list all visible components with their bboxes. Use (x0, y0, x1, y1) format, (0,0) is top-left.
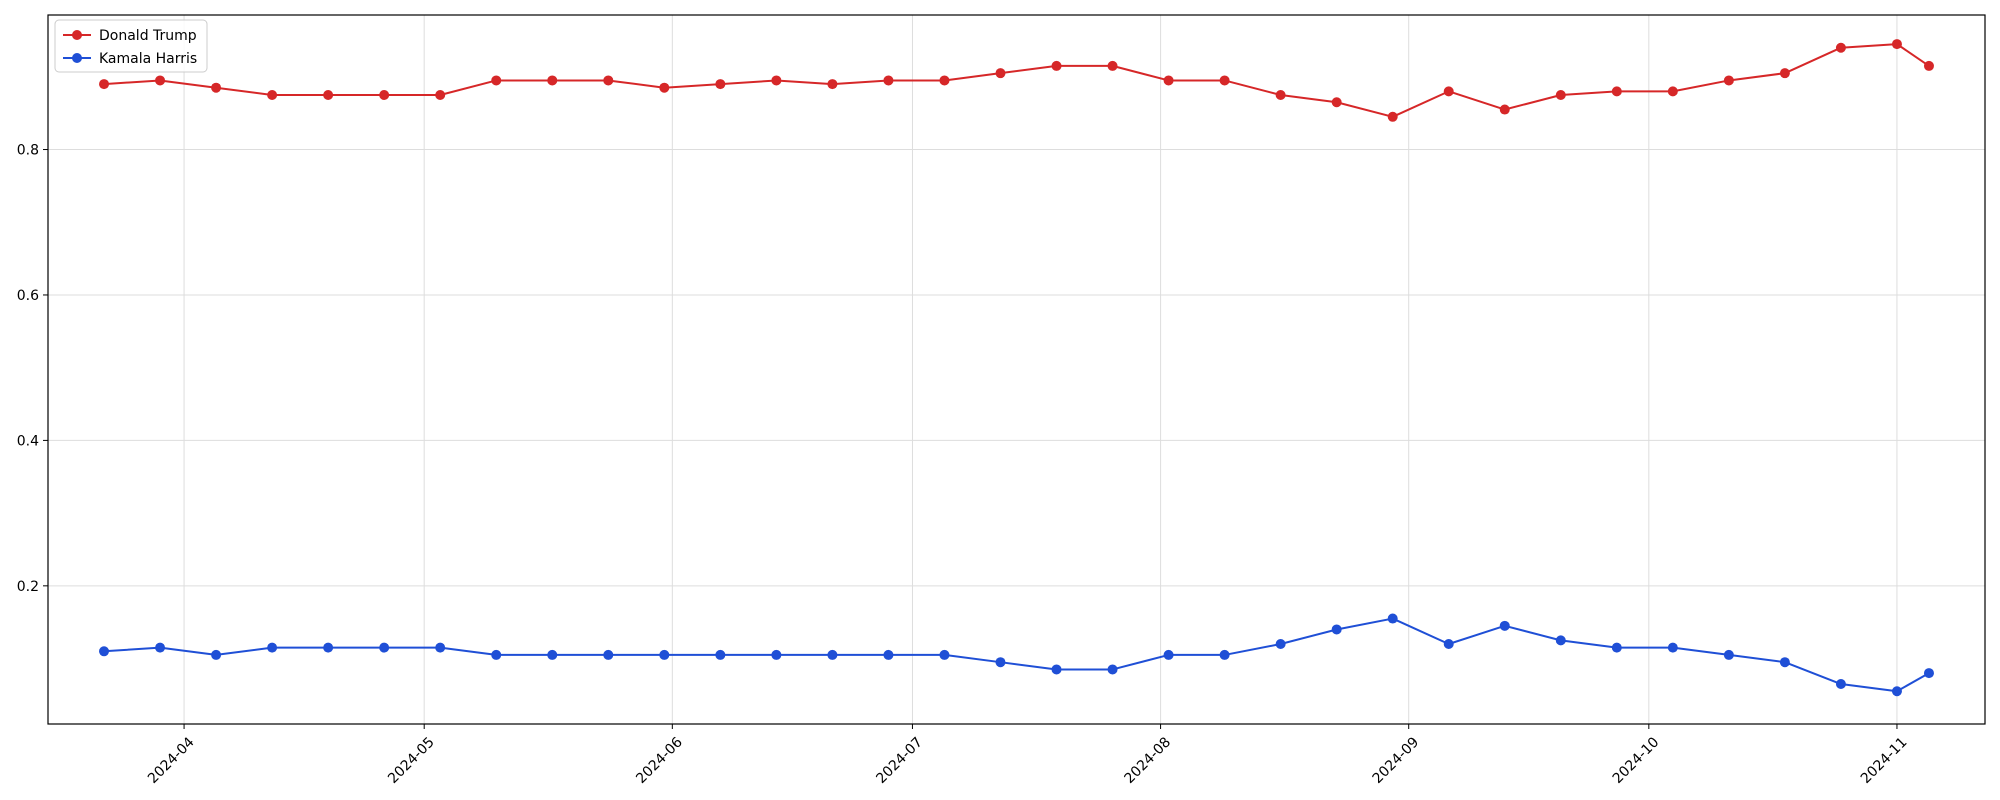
data-point (99, 79, 110, 90)
data-point (435, 642, 446, 653)
data-point (155, 75, 166, 86)
series-line (103, 617, 1930, 693)
legend-swatch-marker (72, 53, 82, 63)
series-kamala-harris (99, 613, 1934, 697)
data-point (1835, 679, 1846, 690)
x-tick-label: 2024-10 (1610, 734, 1663, 787)
data-point (771, 649, 782, 660)
y-tick-label: 0.4 (17, 433, 39, 449)
data-point (939, 649, 950, 660)
data-point (883, 75, 894, 86)
data-point (99, 646, 110, 657)
x-tick-label: 2024-06 (633, 734, 686, 787)
legend-entry: Donald Trump (63, 28, 197, 44)
series-layer (99, 39, 1934, 697)
data-point (379, 642, 390, 653)
data-point (883, 649, 894, 660)
data-point (267, 642, 278, 653)
data-point (1163, 649, 1174, 660)
data-point (1723, 649, 1734, 660)
data-point (771, 75, 782, 86)
data-point (379, 89, 390, 100)
data-point (1723, 75, 1734, 86)
data-point (1555, 89, 1566, 100)
plot-frame (47, 14, 1986, 725)
data-point (1891, 686, 1902, 697)
data-point (1779, 68, 1790, 79)
data-point (1387, 613, 1398, 624)
data-point (323, 642, 334, 653)
data-point (1051, 60, 1062, 71)
y-tick-label: 0.8 (17, 143, 39, 159)
legend-box (54, 19, 208, 73)
data-point (1107, 60, 1118, 71)
data-point (1667, 642, 1678, 653)
x-tick-label: 2024-09 (1370, 734, 1423, 787)
data-point (1331, 97, 1342, 108)
data-point (1923, 60, 1934, 71)
data-point (827, 79, 838, 90)
data-point (1611, 86, 1622, 97)
data-point (1667, 86, 1678, 97)
data-point (659, 82, 670, 93)
data-point (211, 82, 222, 93)
data-point (715, 649, 726, 660)
grid (48, 15, 1985, 724)
data-point (211, 649, 222, 660)
data-point (1219, 75, 1230, 86)
data-point (1275, 89, 1286, 100)
y-tick-label: 0.2 (17, 579, 39, 595)
axis-ticks: 2024-04 2024-05 2024-06 2024-07 2024-08 2024-… (17, 143, 1911, 787)
data-point (1891, 39, 1902, 50)
legend-label: Kamala Harris (99, 51, 197, 67)
data-point (1499, 104, 1510, 115)
legend-swatch-marker (72, 30, 82, 40)
x-tick-label: 2024-08 (1122, 734, 1175, 787)
data-point (659, 649, 670, 660)
data-point (995, 657, 1006, 668)
data-point (491, 75, 502, 86)
data-point (491, 649, 502, 660)
legend-entry: Kamala Harris (63, 51, 197, 67)
data-point (939, 75, 950, 86)
data-point (1443, 86, 1454, 97)
data-point (267, 89, 278, 100)
data-point (435, 89, 446, 100)
data-point (1611, 642, 1622, 653)
data-point (1219, 649, 1230, 660)
legend-label: Donald Trump (99, 28, 197, 44)
data-point (1779, 657, 1790, 668)
x-tick-label: 2024-04 (145, 734, 198, 787)
x-tick-label: 2024-11 (1858, 734, 1911, 787)
data-point (603, 649, 614, 660)
y-tick-label: 0.6 (17, 288, 39, 304)
data-point (547, 75, 558, 86)
x-tick-label: 2024-05 (385, 734, 438, 787)
x-tick-label: 2024-07 (873, 734, 926, 787)
data-point (995, 68, 1006, 79)
data-point (323, 89, 334, 100)
data-point (1275, 639, 1286, 650)
data-point (827, 649, 838, 660)
data-point (1923, 668, 1934, 679)
data-point (547, 649, 558, 660)
data-point (1443, 639, 1454, 650)
series-donald-trump (99, 39, 1934, 122)
data-point (1835, 42, 1846, 53)
data-point (1555, 635, 1566, 646)
data-point (1387, 111, 1398, 122)
series-line (103, 43, 1930, 118)
data-point (1163, 75, 1174, 86)
data-point (1499, 620, 1510, 631)
data-point (715, 79, 726, 90)
data-point (155, 642, 166, 653)
data-point (1331, 624, 1342, 635)
data-point (603, 75, 614, 86)
data-point (1051, 664, 1062, 675)
legend: Donald Trump Kamala Harris (54, 19, 208, 73)
data-point (1107, 664, 1118, 675)
